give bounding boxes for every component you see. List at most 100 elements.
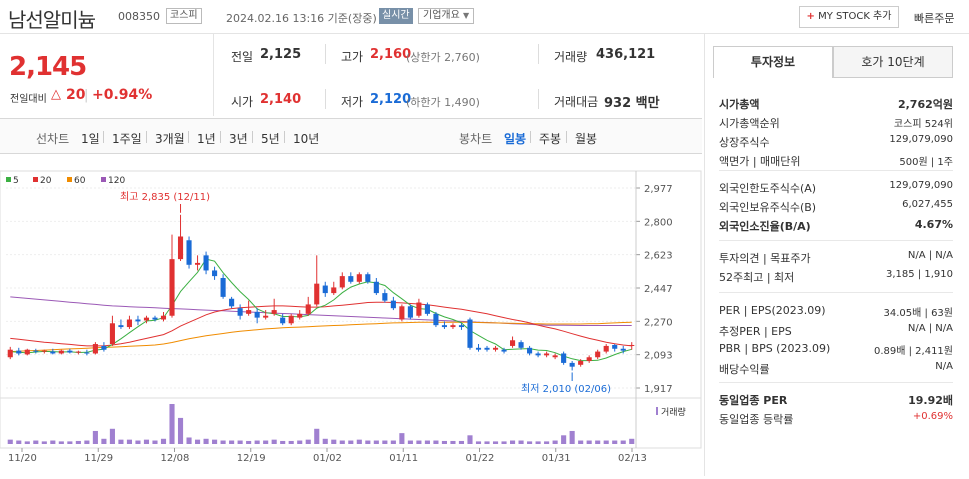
amount-value: 932 백만 bbox=[604, 96, 660, 111]
quick-order-link[interactable]: 빠른주문 bbox=[914, 12, 955, 25]
tab-daily[interactable]: 일봉 bbox=[504, 132, 527, 146]
high-label: 고가 bbox=[341, 50, 364, 64]
volume-bar bbox=[356, 439, 362, 444]
chevron-down-icon: ▼ bbox=[463, 11, 470, 20]
volume-bar bbox=[450, 440, 456, 444]
legend-swatch bbox=[67, 177, 72, 182]
tab-1w[interactable]: 1주일 bbox=[112, 132, 142, 146]
info-row: 추정PER | EPS N/A | N/A bbox=[719, 323, 953, 341]
y-tick-label: 2,270 bbox=[644, 317, 673, 328]
info-value: N/A | N/A bbox=[907, 250, 953, 261]
ma60-line bbox=[10, 321, 632, 353]
company-info-label: 기업개요 bbox=[423, 10, 460, 21]
divider bbox=[538, 89, 539, 109]
tab-1y[interactable]: 1년 bbox=[197, 132, 216, 146]
legend-swatch bbox=[101, 177, 106, 182]
volume-bar bbox=[510, 440, 516, 444]
candle-body bbox=[365, 274, 371, 282]
candle-body bbox=[50, 351, 56, 354]
divider bbox=[188, 131, 189, 143]
volume-bar bbox=[109, 428, 115, 444]
x-tick-label: 12/19 bbox=[237, 453, 266, 464]
volume-bar bbox=[424, 440, 430, 444]
tab-monthly[interactable]: 월봉 bbox=[575, 132, 598, 146]
volume-bar bbox=[280, 440, 286, 444]
candle-body bbox=[356, 274, 362, 282]
info-value: N/A bbox=[935, 361, 953, 372]
tab-3m[interactable]: 3개월 bbox=[155, 132, 185, 146]
candle-body bbox=[288, 315, 294, 324]
y-tick-label: 2,447 bbox=[644, 284, 673, 295]
volume-bar bbox=[365, 440, 371, 444]
volume-label: 거래량 bbox=[554, 50, 588, 64]
candle-body bbox=[212, 270, 218, 277]
up-triangle-icon: △ bbox=[51, 87, 61, 102]
candle-body bbox=[169, 259, 175, 316]
y-tick-label: 2,623 bbox=[644, 251, 673, 262]
volume-value: 436,121 bbox=[596, 47, 656, 62]
info-value: 34.05배 | 63원 bbox=[883, 308, 953, 319]
candle-body bbox=[518, 342, 524, 348]
divider bbox=[325, 44, 326, 64]
volume-bar bbox=[501, 441, 507, 444]
volume-legend-label: 거래량 bbox=[661, 406, 686, 418]
volume-bar bbox=[314, 428, 320, 444]
info-label: 투자의견 | 목표주가 bbox=[719, 252, 811, 265]
investment-info-panel: 투자정보 호가 10단계 시가총액 2,762억원 시가총액순위 코스피 524위 상장… bbox=[704, 34, 969, 476]
candle-body bbox=[433, 313, 439, 326]
volume-bar bbox=[143, 439, 150, 444]
info-value: 코스피 524위 bbox=[893, 119, 953, 130]
tab-3y[interactable]: 3년 bbox=[229, 132, 248, 146]
tab-investment-info[interactable]: 투자정보 bbox=[713, 46, 833, 78]
company-info-dropdown[interactable]: 기업개요 ▼ bbox=[418, 8, 475, 24]
market-badge: 코스피 bbox=[166, 8, 202, 24]
info-label: 동일업종 등락률 bbox=[719, 413, 794, 426]
candle-body bbox=[271, 310, 277, 314]
info-label: PER | EPS(2023.09) bbox=[719, 304, 826, 317]
volume-frame bbox=[0, 397, 702, 449]
change-value: 20 bbox=[66, 87, 86, 103]
candle-body bbox=[390, 300, 396, 309]
price-chart[interactable]: 2,977 2,800 2,623 2,447 2,270 2,093 1,917 5 20 60… bbox=[0, 155, 702, 476]
chart-period-tabs: 선차트 1일 1주일 3개월 1년 3년 5년 10년 봉차트 일봉 주봉 월봉 bbox=[0, 118, 702, 154]
high-annotation: 최고 2,835 (12/11) bbox=[120, 191, 210, 203]
tab-1d[interactable]: 1일 bbox=[81, 132, 100, 146]
candle-body bbox=[510, 340, 516, 346]
volume-bar bbox=[195, 439, 201, 444]
volume-bar bbox=[331, 439, 337, 444]
info-value: 6,027,455 bbox=[902, 199, 953, 210]
volume-bar bbox=[467, 435, 473, 444]
info-row: 동일업종 PER 19.92배 bbox=[719, 392, 953, 410]
info-row: 상장주식수 129,079,090 bbox=[719, 134, 953, 152]
volume-bar bbox=[297, 440, 303, 444]
tab-orderbook[interactable]: 호가 10단계 bbox=[833, 46, 953, 78]
candle-body bbox=[237, 308, 243, 316]
divider bbox=[719, 240, 953, 241]
y-tick-label: 1,917 bbox=[644, 384, 673, 395]
my-stock-add-button[interactable]: + MY STOCK 추가 bbox=[799, 6, 899, 28]
candle-body bbox=[263, 315, 269, 318]
info-value: 0.89배 | 2,411원 bbox=[873, 346, 953, 357]
candle-body bbox=[331, 287, 337, 294]
volume-bar bbox=[441, 440, 447, 444]
info-value: N/A | N/A bbox=[907, 323, 953, 334]
tab-weekly[interactable]: 주봉 bbox=[539, 132, 562, 146]
candle-body bbox=[339, 276, 345, 288]
volume-bar bbox=[339, 440, 345, 444]
candle-body bbox=[629, 344, 635, 346]
volume-bar bbox=[373, 440, 379, 444]
volume-bar bbox=[50, 440, 56, 444]
candle-body bbox=[544, 353, 550, 356]
volume-bar bbox=[263, 440, 269, 444]
volume-bar bbox=[390, 440, 396, 444]
realtime-button[interactable]: 실시간 bbox=[379, 8, 413, 24]
divider bbox=[719, 170, 953, 171]
volume-bar bbox=[620, 440, 626, 444]
info-row: 액면가 | 매매단위 500원 | 1주 bbox=[719, 153, 953, 171]
change-percent: +0.94% bbox=[92, 87, 153, 103]
tab-5y[interactable]: 5년 bbox=[261, 132, 280, 146]
candle-body bbox=[441, 325, 447, 328]
tab-10y[interactable]: 10년 bbox=[293, 132, 320, 146]
volume-bar bbox=[101, 438, 107, 444]
low-annotation: 최저 2,010 (02/06) bbox=[521, 383, 611, 395]
